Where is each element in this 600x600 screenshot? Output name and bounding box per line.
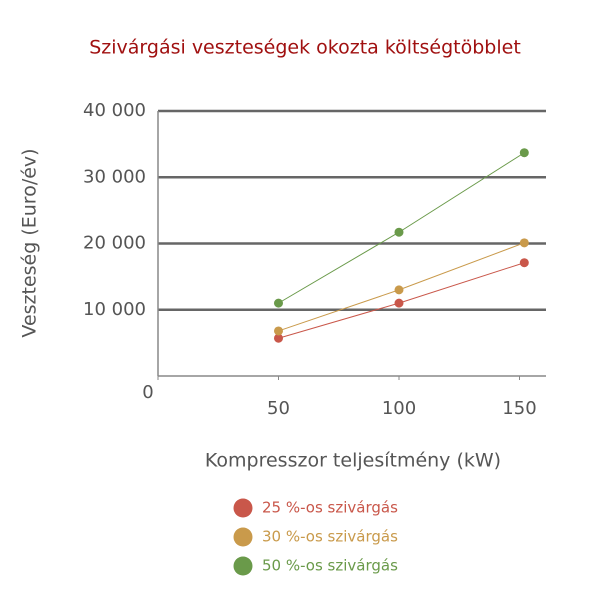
x-axis-label: Kompresszor teljesítmény (kW) <box>205 450 501 472</box>
legend-swatch <box>233 498 253 518</box>
y-tick-label: 10 000 <box>83 299 146 320</box>
x-tick-label: 100 <box>382 398 416 419</box>
data-point <box>394 227 404 237</box>
data-point <box>394 298 404 308</box>
legend-label: 50 %-os szivárgás <box>262 557 398 575</box>
x-tick-label: 0 <box>142 382 153 403</box>
legend-label: 25 %-os szivárgás <box>262 499 398 517</box>
x-tick-label: 150 <box>502 398 536 419</box>
data-point <box>519 148 529 158</box>
data-point <box>394 285 404 295</box>
y-axis-label: Veszteség (Euro/év) <box>19 148 41 337</box>
data-point <box>273 298 283 308</box>
legend-label: 30 %-os szivárgás <box>262 528 398 546</box>
series-line <box>278 152 525 304</box>
legend-swatch <box>233 527 253 547</box>
data-point <box>519 258 529 268</box>
x-tick-label: 50 <box>267 398 290 419</box>
y-tick-label: 40 000 <box>83 100 146 121</box>
data-point <box>273 326 283 336</box>
y-tick-label: 20 000 <box>83 233 146 254</box>
y-tick-label: 30 000 <box>83 166 146 187</box>
chart-title: Szivárgási veszteségek okozta költségtöb… <box>89 37 521 59</box>
legend-swatch <box>233 556 253 576</box>
data-point <box>519 238 529 248</box>
data-point <box>273 333 283 343</box>
